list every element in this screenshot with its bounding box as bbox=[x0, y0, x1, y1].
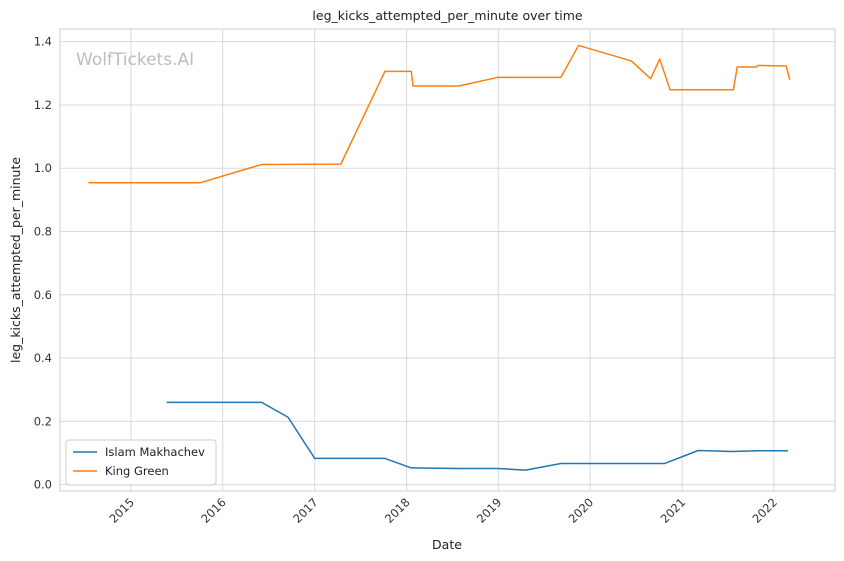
series-line-islam-makhachev bbox=[166, 401, 788, 471]
y-tick-label: 0.2 bbox=[34, 414, 52, 428]
y-tick-label: 0.0 bbox=[34, 478, 52, 492]
x-axis-label: Date bbox=[432, 537, 462, 552]
x-tick-label: 2019 bbox=[474, 495, 505, 526]
y-tick-label: 1.4 bbox=[34, 35, 52, 49]
legend-box bbox=[65, 439, 217, 486]
legend-label-islam-makhachev: Islam Makhachev bbox=[105, 445, 205, 459]
series-layer bbox=[88, 44, 791, 471]
y-tick-label: 1.2 bbox=[34, 98, 52, 112]
x-tick-label: 2017 bbox=[290, 495, 321, 526]
x-tick-label: 2018 bbox=[382, 495, 413, 526]
x-tick-label: 2022 bbox=[749, 495, 780, 526]
watermark: WolfTickets.AI bbox=[76, 50, 194, 70]
plot-area bbox=[59, 28, 836, 492]
y-tick-label: 1.0 bbox=[34, 161, 52, 175]
x-tick-label: 2020 bbox=[566, 495, 597, 526]
legend: Islam Makhachev King Green bbox=[65, 439, 217, 486]
y-tick-label: 0.8 bbox=[34, 225, 52, 239]
y-axis-label: leg_kicks_attempted_per_minute bbox=[8, 157, 23, 363]
legend-label-king-green: King Green bbox=[105, 464, 169, 478]
x-tick-label: 2021 bbox=[658, 495, 689, 526]
series-line-king-green bbox=[88, 44, 791, 184]
y-tick-label: 0.6 bbox=[34, 288, 52, 302]
y-tick-label: 0.4 bbox=[34, 351, 52, 365]
chart-title: leg_kicks_attempted_per_minute over time bbox=[312, 8, 582, 23]
x-tick-label: 2015 bbox=[106, 495, 137, 526]
x-tick-label: 2016 bbox=[198, 495, 229, 526]
